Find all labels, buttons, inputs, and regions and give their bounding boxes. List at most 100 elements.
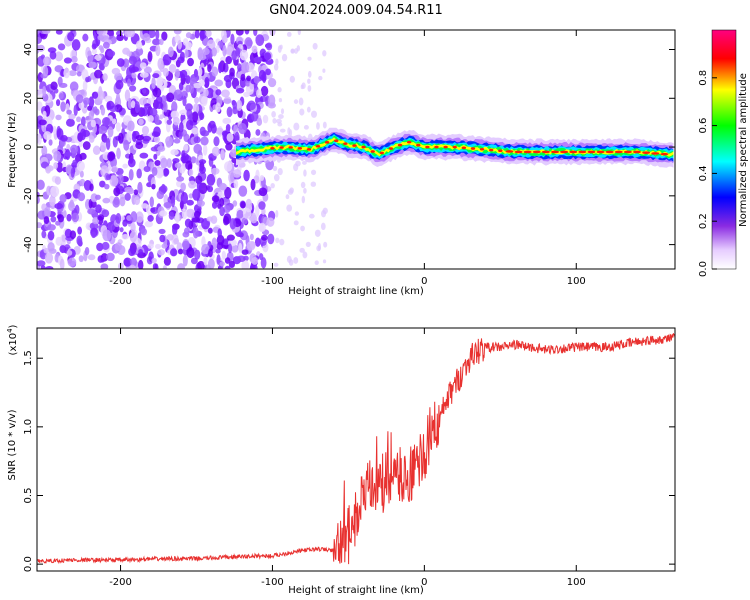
spectrogram-noise-cell bbox=[42, 85, 47, 97]
spectrogram-noise-cell bbox=[122, 58, 130, 68]
spectrogram-noise-cell bbox=[71, 55, 78, 63]
spectrogram-noise-cell bbox=[223, 118, 231, 124]
spectrogram-noise-cell bbox=[182, 95, 187, 107]
snr-multiplier-close: ) bbox=[8, 324, 19, 328]
snr-multiplier-base: (x10 bbox=[8, 333, 19, 356]
spectrogram-noise-cell bbox=[275, 209, 279, 218]
spectrogram-noise-cell bbox=[289, 187, 294, 194]
spectrogram-noise-cell bbox=[121, 233, 129, 240]
spectrogram-noise-cell bbox=[272, 165, 278, 172]
spectrogram-noise-cell bbox=[224, 186, 232, 199]
spectrogram-ridge-core bbox=[660, 152, 669, 156]
spectrogram-noise-cell bbox=[140, 228, 148, 236]
spectrogram-ridge-core bbox=[587, 150, 596, 154]
spectrogram-noise-cell bbox=[172, 157, 180, 164]
spectrogram-noise-cell bbox=[201, 96, 208, 105]
spectrogram-noise-cell bbox=[167, 46, 174, 58]
spectrogram-noise-cell bbox=[306, 106, 311, 113]
spectrogram-noise-cell bbox=[272, 117, 277, 124]
spectrogram-ridge-core bbox=[324, 141, 330, 144]
spectrogram-noise-cell bbox=[238, 242, 243, 254]
spectrogram-ridge-core bbox=[406, 140, 412, 144]
spectrogram-noise-cell bbox=[236, 99, 243, 112]
spectrogram-noise-cell bbox=[97, 34, 105, 41]
spectrogram-noise-cell bbox=[172, 116, 180, 126]
spectrogram-noise-cell bbox=[307, 70, 312, 78]
spectrogram-noise-cell bbox=[218, 182, 227, 191]
spectrogram-noise-cell bbox=[170, 110, 180, 119]
spectrogram-noise-cell bbox=[185, 32, 192, 39]
spectrogram-noise-cell bbox=[228, 260, 236, 269]
spectrogram-noise-cell bbox=[149, 108, 158, 117]
spectrogram-noise-cell bbox=[271, 111, 276, 118]
spectrogram-noise-cell bbox=[68, 70, 77, 77]
spectrogram-noise-cell bbox=[65, 118, 75, 127]
spectrogram-noise-cell bbox=[128, 247, 136, 257]
spectrogram-noise-cell bbox=[298, 97, 304, 106]
snr-ytick-label: 0.0 bbox=[23, 556, 34, 572]
spectrogram-noise-cell bbox=[275, 118, 282, 124]
spectrogram-noise-cell bbox=[153, 153, 158, 160]
spectrogram-noise-cell bbox=[235, 30, 244, 36]
spectrogram-noise-cell bbox=[41, 145, 48, 157]
spectrogram-ridge-core bbox=[343, 142, 348, 145]
spectrogram-noise-cell bbox=[297, 30, 301, 36]
spectrogram-noise-cell bbox=[38, 119, 47, 126]
spectrogram-noise-cell bbox=[196, 180, 202, 191]
spectrogram-noise-cell bbox=[151, 166, 158, 177]
spectrogram-ridge-core bbox=[443, 145, 448, 149]
spectrogram-noise-cell bbox=[49, 195, 56, 207]
spectrogram-noise-cell bbox=[128, 168, 134, 181]
spectrogram-noise-cell bbox=[194, 249, 201, 260]
spectrogram-noise-cell bbox=[37, 101, 43, 111]
spectrogram-noise-cell bbox=[130, 222, 136, 233]
spectrogram-noise-cell bbox=[260, 85, 269, 97]
spectrogram-noise-cell bbox=[162, 265, 167, 269]
spectrogram-noise-cell bbox=[185, 75, 191, 85]
spectrogram-noise-cell bbox=[126, 50, 132, 57]
spectrogram-noise-cell bbox=[90, 200, 97, 208]
spectrogram-noise-cell bbox=[45, 265, 54, 269]
spectrogram-noise-cell bbox=[322, 259, 327, 264]
spectrogram-noise-cell bbox=[162, 67, 169, 77]
spectrogram-noise-cell bbox=[172, 224, 178, 236]
spectrogram-noise-cell bbox=[147, 51, 153, 63]
spectrogram-noise-cell bbox=[296, 45, 301, 52]
spectrogram-noise-cell bbox=[263, 52, 272, 61]
colorbar-tick-label: 0.2 bbox=[698, 213, 709, 229]
spectrogram-noise-cell bbox=[183, 227, 190, 235]
spectrogram-noise-cell bbox=[193, 143, 203, 154]
spectrogram-noise-cell bbox=[135, 134, 145, 141]
spectrogram-noise-cell bbox=[173, 30, 182, 35]
spectrogram-noise-cell bbox=[322, 121, 327, 129]
spectrogram-noise-cell bbox=[79, 152, 87, 160]
spectrogram-noise-cell bbox=[229, 218, 237, 230]
spectrogram-noise-cell bbox=[199, 126, 206, 136]
spectrogram-noise-cell bbox=[293, 163, 299, 172]
spectrogram-noise-cell bbox=[226, 106, 233, 118]
spectrogram-noise-cell bbox=[235, 87, 245, 94]
spectrogram-noise-cell bbox=[229, 67, 235, 77]
spectrogram-noise-cell bbox=[119, 196, 126, 207]
spectrogram-noise-cell bbox=[163, 101, 168, 113]
spectrogram-noise-cell bbox=[42, 110, 47, 118]
spectrogram-noise-cell bbox=[49, 50, 57, 60]
spectrogram-noise-cell bbox=[96, 30, 102, 35]
spectrogram-noise-cell bbox=[159, 210, 168, 217]
spectrogram-ridge-core bbox=[532, 150, 541, 154]
spectrogram-noise-cell bbox=[98, 86, 103, 98]
spectrogram-noise-cell bbox=[285, 194, 290, 200]
spectrogram-noise-cell bbox=[131, 72, 137, 79]
spectrogram-noise-cell bbox=[240, 201, 246, 209]
spectrogram-noise-cell bbox=[193, 103, 200, 114]
spectrogram-noise-cell bbox=[253, 75, 260, 84]
spectrogram-noise-cell bbox=[205, 30, 212, 37]
spectrogram-noise-cell bbox=[155, 30, 160, 40]
spectrogram-noise-cell bbox=[155, 168, 164, 179]
spectrogram-noise-cell bbox=[215, 127, 224, 135]
spectrogram-noise-cell bbox=[69, 230, 77, 240]
colorbar-tick-label: 0.0 bbox=[698, 261, 709, 277]
spectrogram-noise-cell bbox=[176, 176, 185, 182]
spectrogram-noise-cell bbox=[198, 80, 206, 87]
